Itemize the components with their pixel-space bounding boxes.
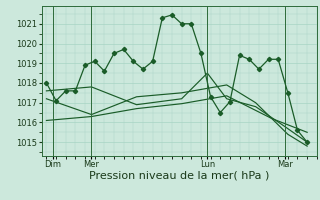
X-axis label: Pression niveau de la mer( hPa ): Pression niveau de la mer( hPa ) [89,171,269,181]
